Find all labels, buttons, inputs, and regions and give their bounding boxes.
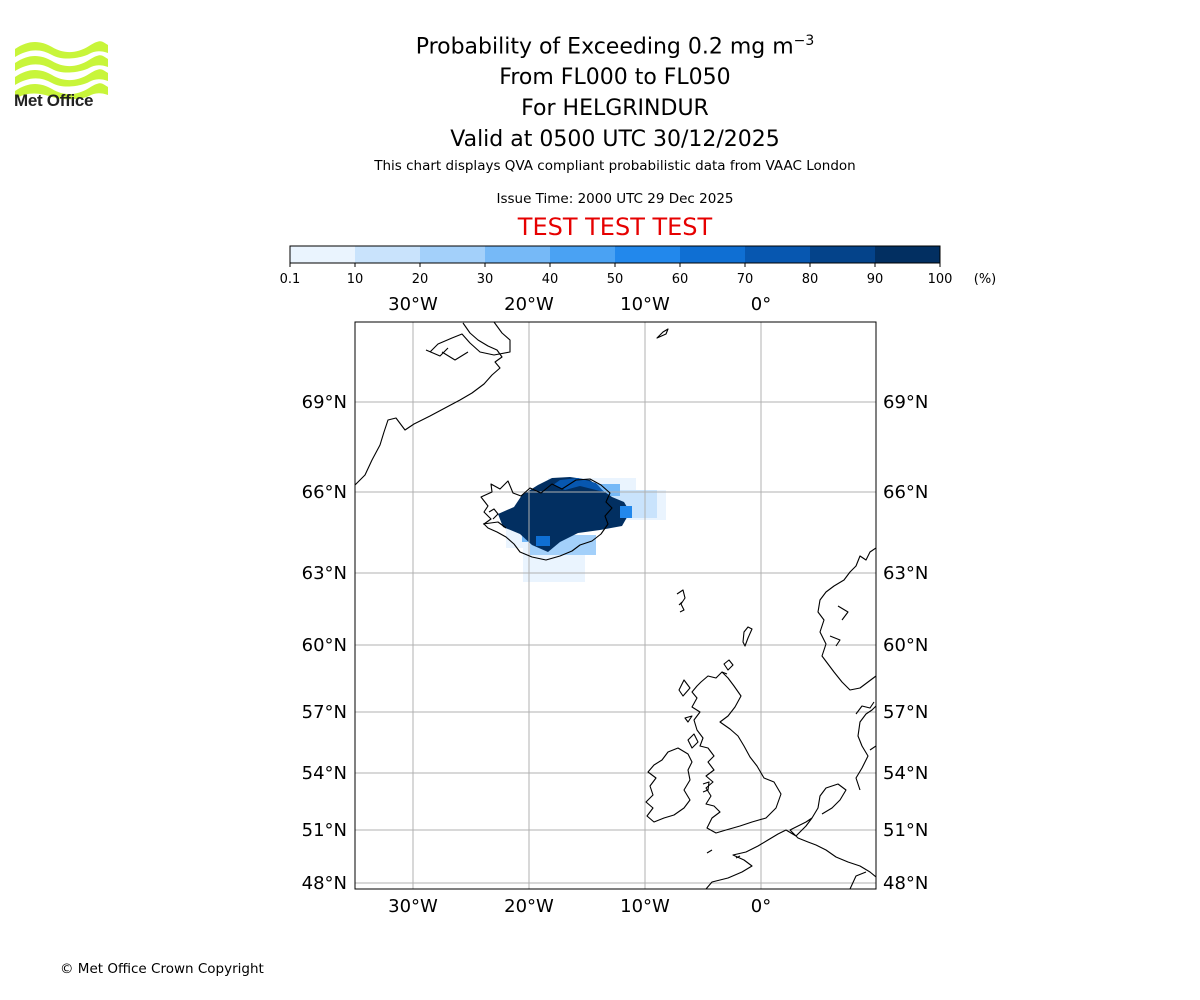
low-countries-coast xyxy=(811,783,847,819)
jan-mayen-coast xyxy=(656,328,669,339)
latitude-label: 51°N xyxy=(883,820,928,841)
colorbar-tick-label: 70 xyxy=(737,272,754,287)
greenland-coast-north xyxy=(429,322,511,356)
longitude-labels-bottom: 30°W 20°W 10°W 0° xyxy=(388,896,771,917)
latitude-label: 63°N xyxy=(302,563,347,584)
copyright-notice: © Met Office Crown Copyright xyxy=(60,961,264,977)
longitude-label: 30°W xyxy=(388,896,438,917)
map-frame xyxy=(354,321,877,890)
colorbar-tick-label: 10 xyxy=(347,272,364,287)
latitude-labels-left: 48°N 51°N 54°N 57°N 60°N 63°N 66°N 69°N xyxy=(302,392,347,894)
longitude-label: 20°W xyxy=(504,294,554,315)
longitude-label: 10°W xyxy=(620,294,670,315)
colorbar-swatch xyxy=(745,246,811,263)
longitude-label: 30°W xyxy=(388,294,438,315)
latitude-labels-right: 48°N 51°N 54°N 57°N 60°N 63°N 66°N 69°N xyxy=(883,392,928,894)
colorbar-unit: (%) xyxy=(974,272,997,287)
test-banner: TEST TEST TEST xyxy=(517,213,713,241)
colorbar-tick-label: 90 xyxy=(867,272,884,287)
latitude-label: 54°N xyxy=(302,763,347,784)
colorbar: 0.1 10 20 30 40 50 60 70 80 90 100 (%) xyxy=(280,245,997,287)
info-line: This chart displays QVA compliant probab… xyxy=(374,158,856,174)
title-line-3: For HELGRINDUR xyxy=(521,96,709,122)
title-line-4: Valid at 0500 UTC 30/12/2025 xyxy=(450,127,780,153)
colorbar-tick-label: 100 xyxy=(928,272,953,287)
colorbar-swatch xyxy=(810,246,876,263)
latitude-label: 57°N xyxy=(883,702,928,723)
met-office-logo-icon xyxy=(15,41,108,100)
latitude-label: 69°N xyxy=(883,392,928,413)
latitude-label: 66°N xyxy=(883,482,928,503)
colorbar-tick-label: 80 xyxy=(802,272,819,287)
colorbar-swatch xyxy=(680,246,746,263)
colorbar-swatch xyxy=(420,246,486,263)
longitude-label: 20°W xyxy=(504,896,554,917)
colorbar-tick-label: 30 xyxy=(477,272,494,287)
greenland-coast xyxy=(355,322,503,486)
ash-core xyxy=(498,477,632,552)
colorbar-swatch xyxy=(485,246,551,263)
latitude-label: 60°N xyxy=(302,635,347,656)
latitude-label: 48°N xyxy=(883,873,928,894)
colorbar-tick-label: 40 xyxy=(542,272,559,287)
longitude-label: 10°W xyxy=(620,896,670,917)
iceland-coast xyxy=(480,478,613,561)
title-exponent: −3 xyxy=(793,33,815,49)
ireland-coast xyxy=(645,747,693,823)
latitude-label: 63°N xyxy=(883,563,928,584)
coastlines xyxy=(355,322,876,889)
title-line-2: From FL000 to FL050 xyxy=(499,65,731,91)
colorbar-swatch xyxy=(875,246,941,263)
latitude-label: 51°N xyxy=(302,820,347,841)
latitude-label: 69°N xyxy=(302,392,347,413)
logo-text: Met Office xyxy=(14,91,94,110)
title-line-1: Probability of Exceeding 0.2 mg m−3 xyxy=(415,33,815,60)
map-grid xyxy=(355,322,876,889)
colorbar-swatch xyxy=(290,246,356,263)
issue-time: Issue Time: 2000 UTC 29 Dec 2025 xyxy=(496,191,734,207)
france-coast xyxy=(705,817,876,889)
map-background xyxy=(355,322,876,889)
ash-probability-field xyxy=(498,477,666,582)
colorbar-tick-label: 20 xyxy=(412,272,429,287)
longitude-labels-top: 30°W 20°W 10°W 0° xyxy=(388,294,771,315)
colorbar-swatch xyxy=(615,246,681,263)
norway-coast xyxy=(817,547,876,691)
colorbar-swatch xyxy=(550,246,616,263)
latitude-label: 66°N xyxy=(302,482,347,503)
colorbar-tick-label: 0.1 xyxy=(280,272,301,287)
latitude-label: 48°N xyxy=(302,873,347,894)
shetland-coast xyxy=(742,626,753,647)
great-britain-coast xyxy=(691,671,782,834)
latitude-label: 54°N xyxy=(883,763,928,784)
colorbar-tick-label: 50 xyxy=(607,272,624,287)
latitude-label: 57°N xyxy=(302,702,347,723)
colorbar-tick-label: 60 xyxy=(672,272,689,287)
denmark-coast xyxy=(855,705,876,791)
latitude-label: 60°N xyxy=(883,635,928,656)
chart-title-block: Probability of Exceeding 0.2 mg m−3 From… xyxy=(0,26,1200,155)
longitude-label: 0° xyxy=(751,294,771,315)
colorbar-swatch xyxy=(355,246,421,263)
faroe-islands-coast xyxy=(676,589,686,613)
longitude-label: 0° xyxy=(751,896,771,917)
